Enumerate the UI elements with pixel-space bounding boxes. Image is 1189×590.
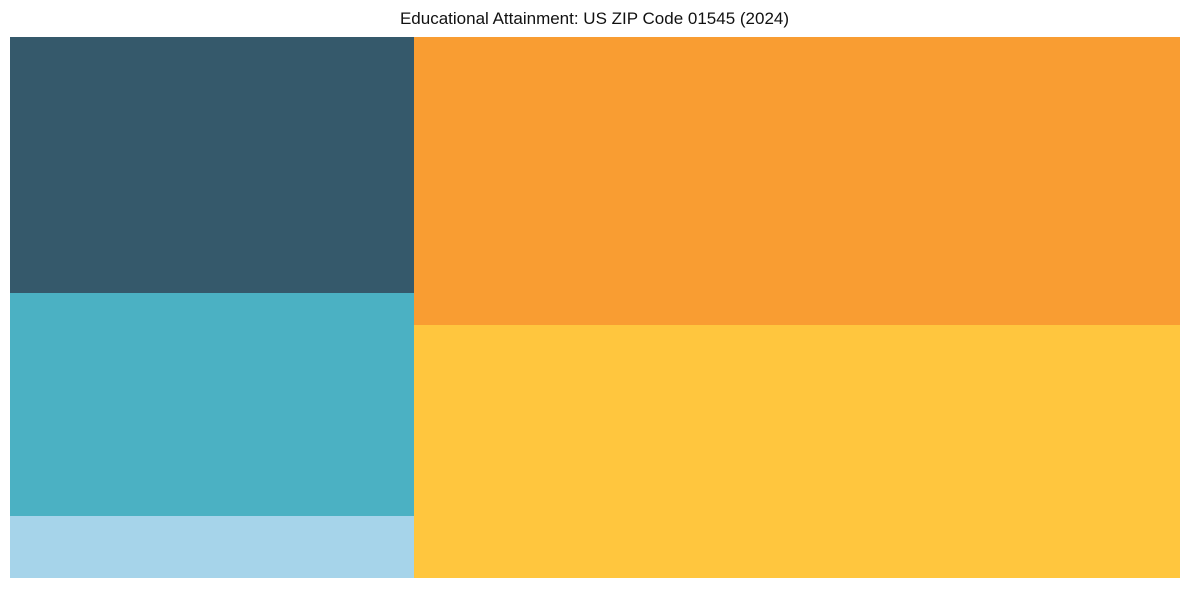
chart-title: Educational Attainment: US ZIP Code 0154…	[399, 9, 790, 28]
treemap-right-column	[413, 37, 1180, 578]
treemap-tile-yellow[interactable]	[413, 324, 1180, 578]
treemap-tile-light-blue[interactable]	[10, 515, 414, 578]
treemap-left-column	[10, 37, 414, 578]
treemap-tile-orange[interactable]	[413, 37, 1180, 325]
treemap-tile-teal[interactable]	[10, 293, 414, 516]
treemap	[10, 37, 1180, 578]
treemap-tile-dark-teal[interactable]	[10, 37, 414, 293]
